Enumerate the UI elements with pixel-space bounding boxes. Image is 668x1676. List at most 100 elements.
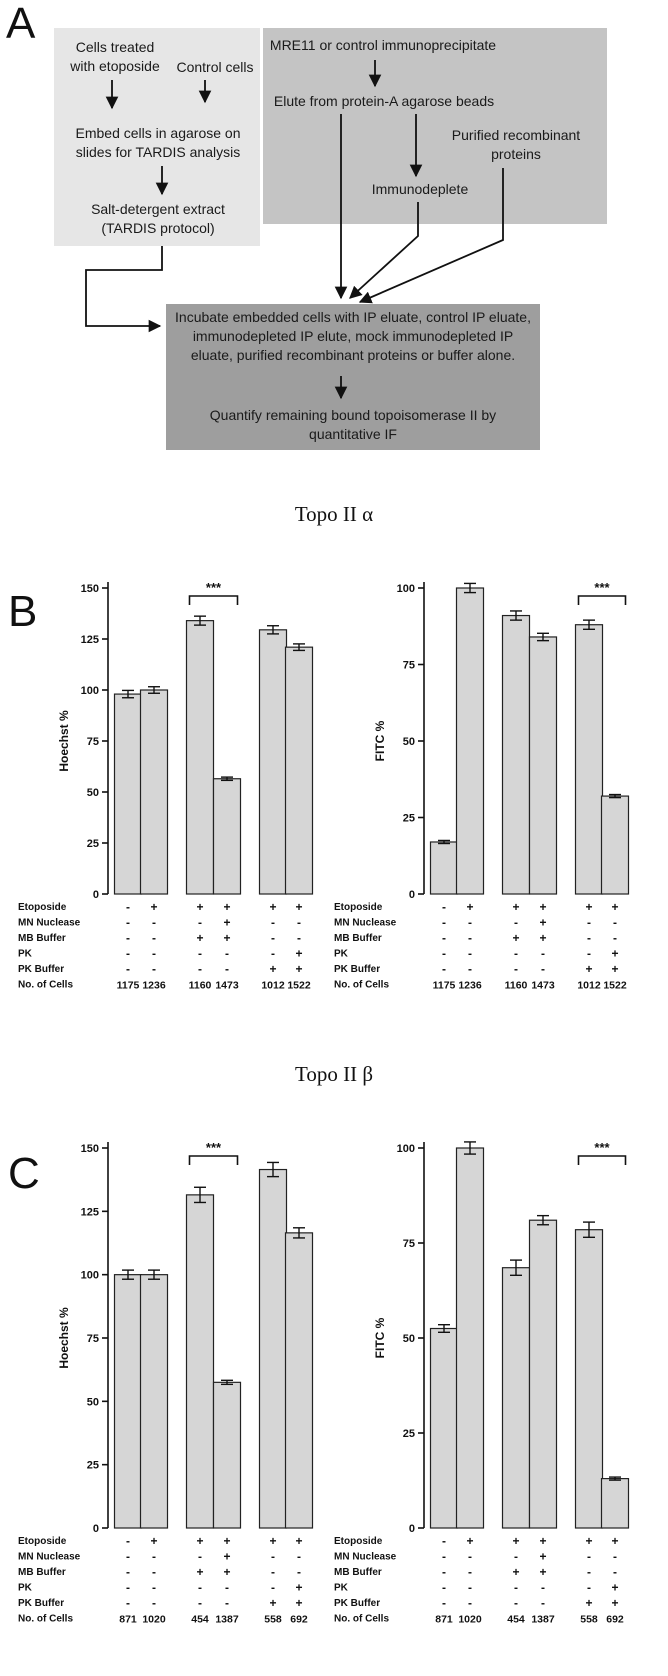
bar <box>185 620 215 895</box>
cell-count: 1020 <box>142 1614 166 1626</box>
panel-b-letter: B <box>8 587 38 636</box>
condition-sign: + <box>585 1534 592 1548</box>
condition-label: Etoposide <box>334 902 383 913</box>
condition-sign: - <box>198 1550 202 1564</box>
y-tick-label: 50 <box>403 736 415 748</box>
condition-sign: + <box>269 1596 276 1610</box>
condition-sign: + <box>466 900 473 914</box>
arrow-purified-to-incubate <box>358 168 504 304</box>
panel-b-title: Topo II α <box>294 502 374 526</box>
cell-count: 1175 <box>117 980 140 992</box>
cell-count: 692 <box>606 1614 624 1626</box>
condition-sign: - <box>587 916 591 930</box>
cell-count: 1175 <box>433 980 456 992</box>
extract-line-2: (TARDIS protocol) <box>101 220 215 236</box>
immunodeplete-label: Immunodeplete <box>371 181 469 197</box>
condition-sign: - <box>297 1565 301 1579</box>
incubation-box <box>166 304 540 450</box>
condition-sign: - <box>126 931 130 945</box>
y-tick-label: 150 <box>81 583 99 595</box>
cell-count: 1020 <box>458 1614 482 1626</box>
y-tick-label: 100 <box>81 685 99 697</box>
embed-line-2: slides for TARDIS analysis <box>75 144 241 160</box>
bar <box>258 629 288 895</box>
y-tick-label: 0 <box>93 889 99 901</box>
condition-sign: - <box>152 1565 156 1579</box>
condition-sign: - <box>297 931 301 945</box>
y-tick-label: 75 <box>87 1333 99 1345</box>
condition-sign: - <box>442 1534 446 1548</box>
condition-sign: - <box>514 962 518 976</box>
cell-count: 1473 <box>215 980 239 992</box>
bar <box>429 1327 459 1529</box>
ip-prep-box <box>263 28 607 224</box>
condition-label: PK Buffer <box>18 964 64 975</box>
condition-label: MB Buffer <box>18 933 66 944</box>
condition-sign: + <box>611 900 618 914</box>
condition-sign: - <box>198 962 202 976</box>
bar <box>455 587 485 895</box>
condition-sign: - <box>541 1596 545 1610</box>
condition-label: PK <box>18 1583 33 1594</box>
y-tick-label: 25 <box>403 813 415 825</box>
y-axis-label: FITC % <box>373 720 387 761</box>
condition-sign: + <box>539 1565 546 1579</box>
condition-sign: - <box>442 1565 446 1579</box>
condition-sign: + <box>512 1534 519 1548</box>
cell-count: 1160 <box>505 980 528 992</box>
bar <box>600 1478 630 1529</box>
condition-sign: - <box>126 1550 130 1564</box>
condition-label: MB Buffer <box>334 933 382 944</box>
condition-sign: + <box>223 900 230 914</box>
condition-label: MB Buffer <box>334 1567 382 1578</box>
condition-label: No. of Cells <box>18 980 73 991</box>
y-tick-label: 0 <box>93 1523 99 1535</box>
cell-count: 1160 <box>189 980 212 992</box>
cell-count: 1236 <box>142 980 166 992</box>
condition-label: MN Nuclease <box>18 918 81 929</box>
cell-count: 558 <box>580 1614 598 1626</box>
condition-sign: + <box>611 1581 618 1595</box>
condition-sign: - <box>442 1581 446 1595</box>
cell-count: 1387 <box>531 1614 555 1626</box>
condition-sign: + <box>269 900 276 914</box>
condition-sign: + <box>269 962 276 976</box>
condition-sign: - <box>126 916 130 930</box>
quantify-line-2: quantitative IF <box>309 426 397 442</box>
bar <box>185 1194 215 1529</box>
condition-sign: + <box>295 962 302 976</box>
condition-sign: - <box>468 1581 472 1595</box>
condition-sign: + <box>150 900 157 914</box>
condition-sign: + <box>223 931 230 945</box>
cells-treated-line-2: with etoposide <box>70 58 160 74</box>
bar <box>284 646 314 895</box>
condition-label: No. of Cells <box>334 1614 389 1625</box>
bar <box>429 841 459 895</box>
condition-sign: - <box>587 1550 591 1564</box>
condition-sign: - <box>198 947 202 961</box>
condition-sign: - <box>541 947 545 961</box>
condition-sign: - <box>587 1581 591 1595</box>
y-tick-label: 100 <box>397 583 415 595</box>
condition-sign: - <box>297 1550 301 1564</box>
bar <box>284 1232 314 1529</box>
incubate-label: Incubate embedded cells with IP eluate, … <box>166 308 540 365</box>
cell-count: 1522 <box>287 980 311 992</box>
condition-sign: + <box>611 962 618 976</box>
condition-sign: - <box>442 900 446 914</box>
significance-bracket <box>577 1155 627 1165</box>
incubate-line-2: immunodepleted IP elute, mock immunodepl… <box>192 328 514 344</box>
condition-sign: - <box>126 962 130 976</box>
condition-sign: + <box>223 1550 230 1564</box>
quantify-line-1: Quantify remaining bound topoisomerase I… <box>209 407 497 423</box>
condition-sign: - <box>225 962 229 976</box>
y-tick-label: 25 <box>403 1428 415 1440</box>
bar <box>574 1229 604 1529</box>
condition-sign: - <box>442 916 446 930</box>
condition-sign: + <box>585 962 592 976</box>
bar <box>501 1267 531 1529</box>
y-tick-label: 75 <box>87 736 99 748</box>
condition-sign: - <box>271 947 275 961</box>
y-tick-label: 125 <box>81 634 99 646</box>
